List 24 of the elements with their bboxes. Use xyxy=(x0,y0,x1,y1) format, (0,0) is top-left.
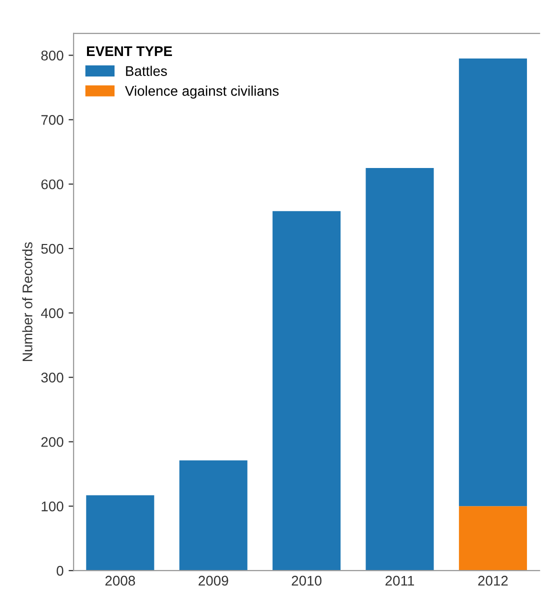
y-tick-label: 700 xyxy=(41,115,64,125)
bar xyxy=(458,58,527,506)
y-tick-label: 400 xyxy=(41,308,64,318)
x-tick-label: 2012 xyxy=(478,576,508,586)
x-tick-label: 2009 xyxy=(198,576,228,586)
y-tick-label: 100 xyxy=(42,502,64,512)
x-tick-label: 2008 xyxy=(105,576,136,586)
bar xyxy=(272,211,341,571)
x-tick-label: 2011 xyxy=(386,576,414,586)
y-tick-label: 600 xyxy=(41,179,64,190)
y-tick-label: 300 xyxy=(41,372,64,383)
bar xyxy=(366,168,434,571)
bar xyxy=(458,506,527,571)
y-axis-title: Number of Records xyxy=(22,242,32,362)
bar xyxy=(179,460,248,571)
legend-label: Violence against civilians xyxy=(125,86,279,99)
legend-title: EVENT TYPE xyxy=(87,46,172,56)
legend-label: Battles xyxy=(126,66,167,76)
x-tick-label: 2010 xyxy=(292,576,322,586)
y-tick-label: 0 xyxy=(56,566,64,576)
y-tick-label: 200 xyxy=(41,437,64,447)
y-tick-label: 800 xyxy=(41,50,64,60)
bar xyxy=(86,495,154,571)
y-tick-label: 500 xyxy=(41,244,64,254)
